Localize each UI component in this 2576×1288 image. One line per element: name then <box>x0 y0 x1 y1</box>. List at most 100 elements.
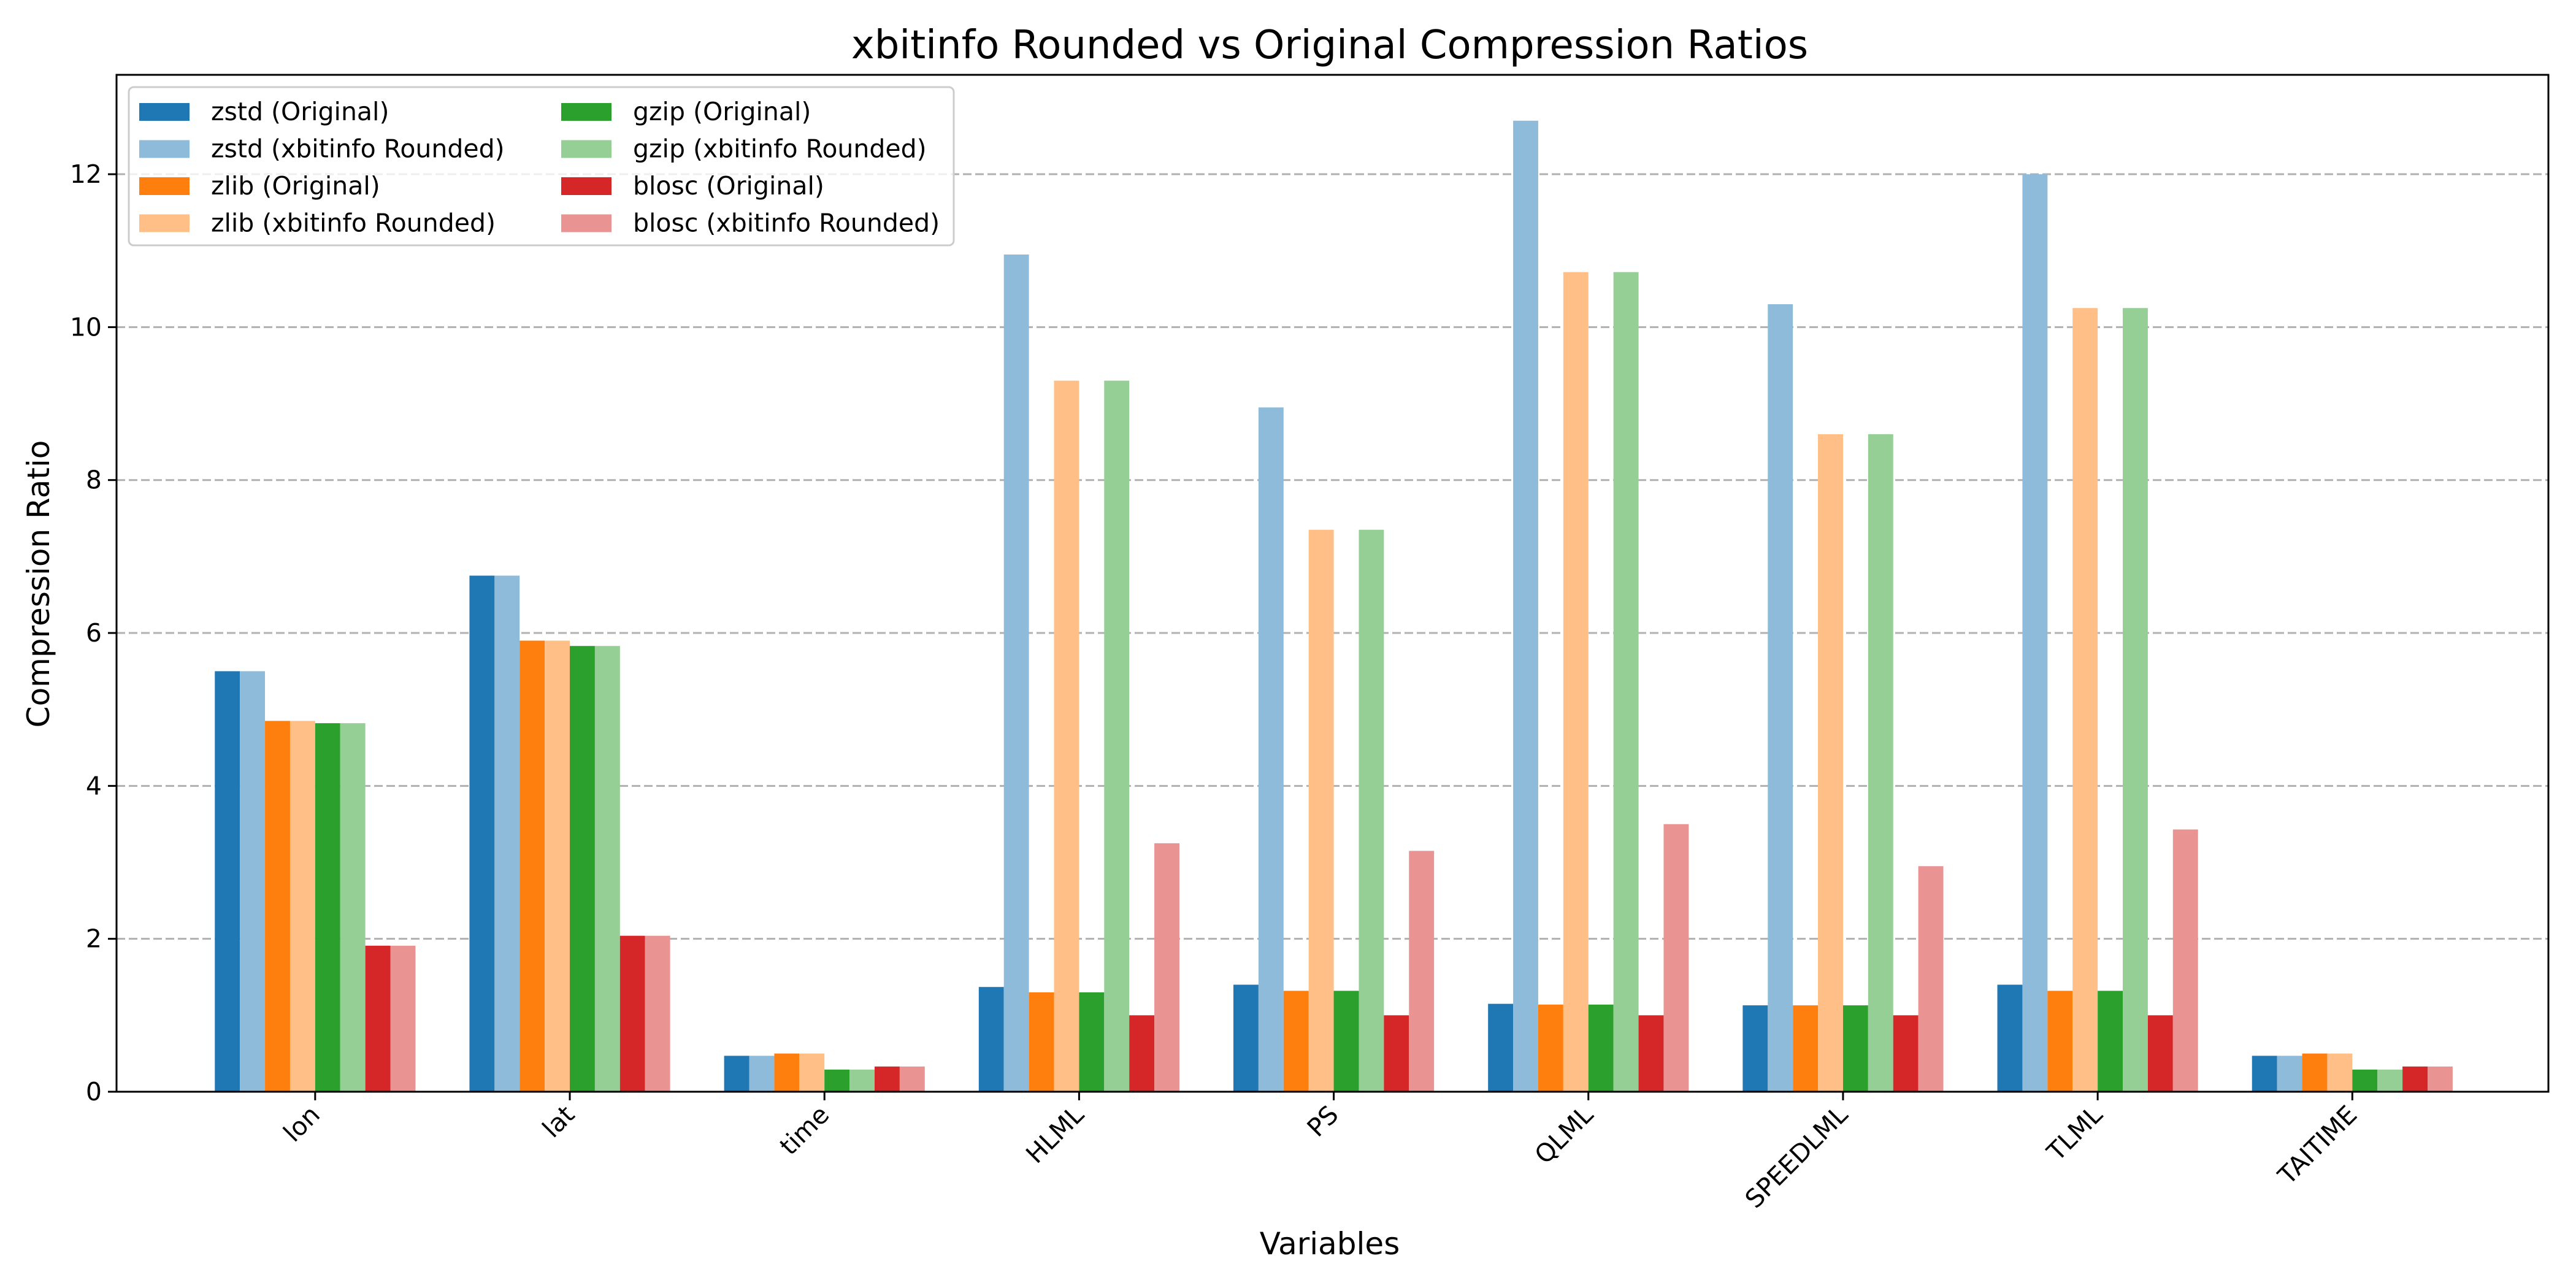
bar <box>265 721 290 1092</box>
legend: zstd (Original) zstd (xbitinfo Rounded) zl… <box>128 86 955 247</box>
y-tick-label: 12 <box>70 159 102 189</box>
bar <box>340 723 366 1092</box>
bar <box>2098 991 2123 1092</box>
bar <box>724 1056 749 1092</box>
legend-label: blosc (Original) <box>633 171 824 201</box>
bar <box>774 1053 800 1092</box>
bar <box>2302 1053 2328 1092</box>
bar <box>645 935 670 1092</box>
legend-swatch <box>561 177 611 195</box>
y-tick-label: 6 <box>86 618 102 648</box>
bar <box>494 575 520 1092</box>
y-tick-label: 2 <box>86 924 102 954</box>
bar <box>2123 308 2148 1092</box>
bar <box>1079 992 1105 1092</box>
bar <box>469 575 495 1092</box>
bar <box>1003 254 1029 1092</box>
chart-title: xbitinfo Rounded vs Original Compression… <box>851 23 1808 68</box>
bar <box>1768 304 1793 1092</box>
legend-swatch <box>139 214 190 232</box>
bar <box>545 640 570 1092</box>
bar <box>1918 866 1944 1092</box>
y-axis-ticks: 0 2 4 6 8 10 12 <box>70 159 117 1106</box>
bar <box>570 646 595 1092</box>
bar <box>978 987 1004 1092</box>
legend-label: zlib (xbitinfo Rounded) <box>211 209 496 238</box>
bar <box>2377 1069 2403 1092</box>
bar <box>1893 1015 1919 1092</box>
legend-box <box>128 86 955 247</box>
bar <box>1258 407 1284 1092</box>
bar <box>1538 1004 1563 1092</box>
bar <box>2427 1066 2453 1092</box>
bar <box>749 1056 775 1092</box>
legend-label: zlib (Original) <box>211 171 380 201</box>
bar <box>1588 1004 1614 1092</box>
bar <box>2252 1056 2277 1092</box>
legend-swatch <box>139 140 190 158</box>
bar <box>1384 1015 1409 1092</box>
x-tick-label: time <box>774 1100 835 1160</box>
bar <box>1104 380 1130 1092</box>
legend-label: zstd (xbitinfo Rounded) <box>211 134 505 164</box>
bar <box>519 640 545 1092</box>
bars <box>215 120 2453 1092</box>
bar <box>365 945 391 1092</box>
bar <box>1563 272 1589 1092</box>
bar <box>240 671 266 1092</box>
bar <box>849 1069 875 1092</box>
legend-label: gzip (xbitinfo Rounded) <box>633 134 927 164</box>
bar <box>2277 1056 2302 1092</box>
x-tick-label: TAITIME <box>2272 1100 2363 1190</box>
bar <box>824 1069 850 1092</box>
x-axis-label: Variables <box>1260 1226 1400 1262</box>
bar <box>1997 984 2023 1092</box>
x-tick-label: PS <box>1301 1100 1344 1143</box>
bar <box>1029 992 1054 1092</box>
bar <box>289 721 315 1092</box>
y-axis-label: Compression Ratio <box>21 440 56 728</box>
y-tick-label: 10 <box>70 312 102 342</box>
x-tick-label: lon <box>278 1100 326 1148</box>
bar <box>2147 1015 2173 1092</box>
bar <box>1359 529 1384 1092</box>
legend-label: gzip (Original) <box>633 97 811 126</box>
x-axis-ticks: lon lat time HLML PS QLML SPEEDLML TLML TAITIME <box>278 1092 2363 1214</box>
legend-swatch <box>139 177 190 195</box>
bar <box>619 935 645 1092</box>
bar <box>1793 1005 1819 1092</box>
bar <box>1613 272 1639 1092</box>
bar <box>899 1066 925 1092</box>
bar <box>1663 824 1689 1092</box>
bar <box>1283 991 1309 1092</box>
bar <box>1154 843 1179 1092</box>
bar <box>1818 434 1843 1092</box>
legend-swatch <box>561 214 611 232</box>
bar <box>1233 984 1259 1092</box>
bar <box>1308 529 1334 1092</box>
bar <box>2022 174 2048 1092</box>
bar <box>799 1053 825 1092</box>
bar <box>1409 851 1435 1092</box>
bar <box>875 1066 900 1092</box>
y-tick-label: 0 <box>86 1077 102 1106</box>
bar <box>2352 1069 2378 1092</box>
bar <box>215 671 240 1092</box>
x-tick-label: HLML <box>1020 1100 1089 1169</box>
y-tick-label: 8 <box>86 466 102 495</box>
bar <box>594 646 620 1092</box>
legend-swatch <box>561 140 611 158</box>
bar <box>1333 991 1359 1092</box>
y-tick-label: 4 <box>86 771 102 800</box>
bar <box>1488 1003 1514 1092</box>
bar <box>390 945 416 1092</box>
bar <box>1054 380 1079 1092</box>
legend-label: blosc (xbitinfo Rounded) <box>633 209 940 238</box>
x-tick-label: QLML <box>1529 1100 1599 1170</box>
bar <box>1868 434 1893 1092</box>
bar <box>2047 991 2073 1092</box>
x-tick-label: SPEEDLML <box>1739 1100 1853 1214</box>
plot-frame <box>115 74 2550 1093</box>
bar <box>1742 1005 1768 1092</box>
